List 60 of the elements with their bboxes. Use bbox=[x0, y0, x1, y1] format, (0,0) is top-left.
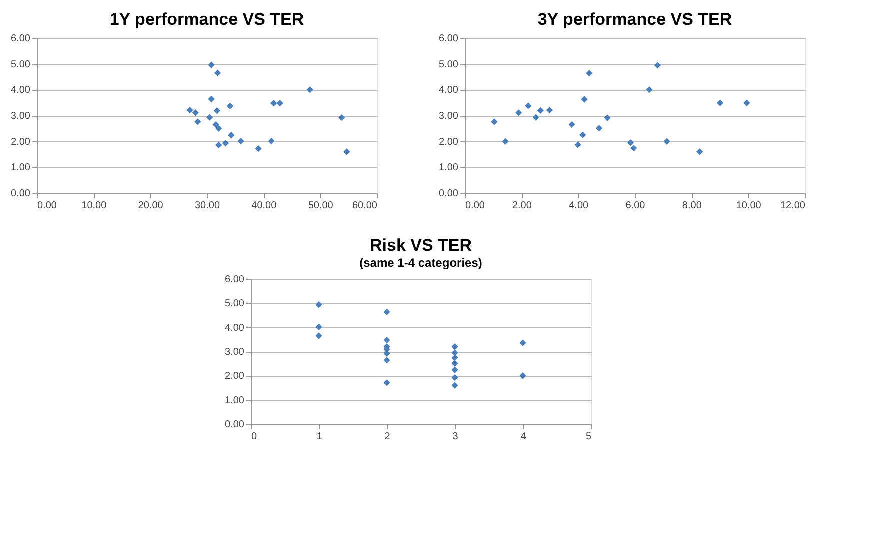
x-tick-label: 10.00 bbox=[82, 200, 108, 212]
x-tick-label: 0 bbox=[252, 432, 258, 442]
point bbox=[452, 366, 458, 374]
y-tick-label: 3.00 bbox=[439, 111, 459, 122]
point bbox=[452, 354, 458, 362]
y-tick-label: 1.00 bbox=[225, 395, 245, 406]
x-tick-label: 0.00 bbox=[38, 200, 58, 212]
y-tick-label: 3.00 bbox=[11, 111, 31, 122]
point bbox=[316, 332, 322, 340]
x-tick-label: 8.00 bbox=[682, 200, 702, 212]
x-tick-label: 5 bbox=[586, 432, 592, 442]
y-tick-label: 6.00 bbox=[439, 34, 459, 44]
point bbox=[316, 324, 322, 330]
point bbox=[452, 344, 458, 350]
point bbox=[316, 302, 322, 308]
y-tick-label: 4.00 bbox=[11, 85, 31, 96]
point bbox=[384, 337, 390, 344]
y-tick-label: 4.00 bbox=[225, 322, 245, 334]
y-tick-label: 0.00 bbox=[225, 420, 245, 430]
x-tick-label: 3 bbox=[452, 432, 459, 442]
x-tick-label: 12.00 bbox=[780, 200, 806, 212]
point bbox=[452, 374, 458, 382]
y-tick-label: 1.00 bbox=[439, 162, 459, 174]
x-tick-label: 50.00 bbox=[308, 200, 334, 212]
point bbox=[452, 382, 458, 389]
y-tick-label: 2.00 bbox=[225, 371, 245, 382]
point bbox=[452, 360, 458, 367]
y-tick-label: 6.00 bbox=[225, 274, 245, 286]
chart-subtitle: (same 1-4 categories) bbox=[360, 256, 482, 270]
y-tick-label: 5.00 bbox=[439, 59, 459, 70]
y-tick-label: 4.00 bbox=[439, 85, 459, 96]
y-tick-label: 3.00 bbox=[225, 347, 245, 358]
x-tick-label: 30.00 bbox=[194, 200, 220, 212]
y-tick-label: 2.00 bbox=[11, 136, 31, 148]
chart-title: 1Y performance VS TER bbox=[110, 10, 304, 29]
y-tick-label: 2.00 bbox=[439, 136, 459, 148]
x-tick-label: 40.00 bbox=[252, 200, 278, 212]
chart-title: Risk VS TER bbox=[370, 236, 472, 255]
x-tick-label: 6.00 bbox=[626, 200, 646, 212]
y-tick-label: 0.00 bbox=[11, 188, 31, 200]
x-tick-label: 2.00 bbox=[512, 200, 532, 212]
y-tick-label: 1.00 bbox=[11, 162, 31, 174]
x-tick-label: 4.00 bbox=[569, 200, 589, 212]
y-tick-label: 5.00 bbox=[11, 59, 31, 70]
chart-title: 3Y performance VS TER bbox=[538, 10, 732, 29]
x-tick-label: 2 bbox=[384, 432, 391, 442]
point bbox=[384, 380, 390, 386]
point bbox=[384, 308, 390, 316]
y-tick-label: 0.00 bbox=[439, 188, 459, 200]
x-tick-label: 60.00 bbox=[352, 200, 378, 212]
x-tick-label: 20.00 bbox=[138, 200, 164, 212]
x-tick-label: 10.00 bbox=[736, 200, 762, 212]
point bbox=[520, 340, 526, 346]
x-tick-label: 4 bbox=[520, 432, 527, 442]
point bbox=[384, 357, 390, 364]
y-tick-label: 6.00 bbox=[11, 34, 31, 44]
y-tick-label: 5.00 bbox=[225, 298, 245, 310]
point bbox=[520, 372, 526, 380]
x-tick-label: 1 bbox=[316, 432, 323, 442]
x-tick-label: 0.00 bbox=[466, 200, 486, 212]
